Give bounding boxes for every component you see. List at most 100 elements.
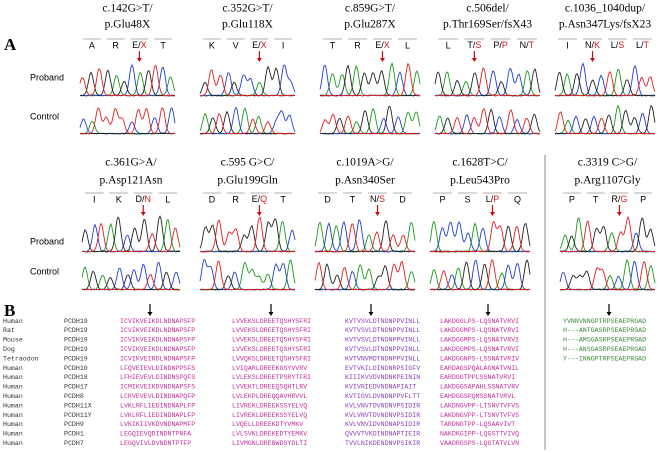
- mutation-title: c.1036_1040dup/: [565, 3, 646, 15]
- residue: R: [112, 40, 119, 50]
- trace: [81, 215, 181, 253]
- species: Human: [3, 374, 23, 381]
- sequence: KVTVSVLDTNDNPPVINLL: [345, 346, 420, 353]
- sequence: LAKDGGMPS-LQSNATVRVI: [440, 337, 519, 344]
- sequence: LAKDGGNPS-LSSNATVRIV: [440, 355, 519, 362]
- species: Human: [3, 412, 23, 419]
- mutation-title: c.3319 C>G/: [578, 157, 638, 169]
- species: Human: [3, 393, 23, 400]
- mutation-title: c.1628T>C/: [452, 157, 508, 169]
- mutation-title: c.1019A>G/: [336, 157, 394, 169]
- sequence: LFHIEVEVLDINDNSPQFS: [120, 374, 195, 381]
- row-label: Proband: [30, 236, 64, 246]
- sequence: YVNNVNNGPTRPSEAEPRGAD: [563, 318, 646, 325]
- residue: P/P: [493, 40, 508, 50]
- gene: PCDH19: [64, 327, 88, 334]
- residue: E/X: [132, 40, 147, 50]
- sequence: LVVEKSLDREETQSHYSFRI: [232, 346, 311, 353]
- residue: I: [93, 194, 96, 204]
- gene: PCDH18: [64, 374, 88, 381]
- gene: PCDH9: [64, 421, 84, 428]
- species: Human: [3, 384, 23, 391]
- residue-part: T/: [467, 40, 475, 50]
- sequence: LEGQVIVLDVNDNTPTFP: [120, 440, 191, 447]
- mutation-title: p.Arg1107Gly: [574, 175, 640, 187]
- gene: PCDH10: [64, 365, 88, 372]
- mutation-arrow: [140, 212, 146, 216]
- species: Tetraodon: [3, 355, 39, 362]
- residue: E/X: [375, 40, 390, 50]
- residue: N/S: [370, 194, 385, 204]
- sequence: LVVEKSLDREETQSHYSFRI: [232, 327, 311, 334]
- gene: PCDH19: [64, 346, 88, 353]
- sequence: ICMIKVEIKDVNDNAPSFS: [120, 384, 195, 391]
- residue-part: K: [594, 40, 600, 50]
- sequence: ICVIKVEIKDLNDNAPSFP: [120, 327, 195, 334]
- panel-label: B: [4, 301, 15, 320]
- sequence: LAKDGGLPS-LQSNATVRVI: [440, 318, 519, 325]
- sequence: LIVREKLDREEKSSYELVQ: [232, 402, 307, 409]
- trace: [559, 260, 656, 291]
- sequence: LAKDNGVPP-LTSNVTVFVS: [440, 402, 519, 409]
- gene: PCDH8: [64, 393, 84, 400]
- mutation-title: p.Glu287X: [344, 19, 396, 31]
- sequence: LVVEKTLDREEQSQHTLRV: [232, 384, 307, 391]
- residue: T: [593, 194, 599, 204]
- trace: [319, 116, 421, 135]
- residue: T: [160, 40, 166, 50]
- residue: N/K: [585, 40, 600, 50]
- residue: I: [566, 40, 569, 50]
- gene: PCDH7: [64, 440, 84, 447]
- trace: [79, 132, 175, 135]
- residue-part: E/: [132, 40, 141, 50]
- sequence: KVLVNVTDVNDNVPSIDIR: [345, 412, 420, 419]
- residue: P: [439, 194, 445, 204]
- sequence: LVKLRFLIEDINDNAPLFP: [120, 412, 195, 419]
- residue: D: [324, 194, 331, 204]
- sequence: KVLVNVTDVNDNVPSIDIR: [345, 402, 420, 409]
- sequence: LIVMGNLDREBWDSYDLTI: [232, 440, 307, 447]
- residue: V: [233, 40, 239, 50]
- sequence: KVIVRIEDVNDNAPIAIT: [345, 384, 416, 391]
- trace: [429, 259, 531, 291]
- sequence: H---ANSGASRPSEAEPRGAD: [563, 346, 646, 353]
- residue-part: P: [493, 194, 499, 204]
- residue-part: Q: [260, 194, 267, 204]
- trace: [199, 106, 296, 135]
- sequence: KVTIGVLDVNDNPPVFLTT: [345, 393, 420, 400]
- species: Human: [3, 318, 23, 325]
- residue-part: N/: [520, 40, 529, 50]
- sequence: LVVEKSLDREETQSHYSFRI: [232, 337, 311, 344]
- sequence: EVTVKILDINDNRPSIGFV: [345, 365, 420, 372]
- gene: PCDH19: [64, 318, 88, 325]
- sequence: Y---INNGPTRPSEAEPRGAD: [563, 355, 646, 362]
- residue: T: [280, 194, 286, 204]
- trace: [314, 260, 416, 291]
- sequence: KVTVSVLDTNDNPPVINLL: [345, 337, 420, 344]
- residue-part: T: [529, 40, 535, 50]
- row-label: Control: [30, 266, 59, 276]
- sequence: LCRVEVEVLDINDNAPQFP: [120, 393, 195, 400]
- residue-part: X: [384, 40, 390, 50]
- sequence: LVKLRFLIEDINDNAPLFP: [120, 402, 195, 409]
- mutation-title: p.Glu48X: [105, 19, 151, 31]
- trace: [81, 273, 181, 291]
- trace: [434, 67, 541, 97]
- sequence: ICVIKVEIKDLNDNAPSFP: [120, 318, 195, 325]
- species: Human: [3, 440, 23, 447]
- gene: PCDH1: [64, 431, 84, 438]
- sequence: LAKDGGMPS-LQSNATVRVI: [440, 327, 519, 334]
- species: Dog: [3, 346, 15, 353]
- mutation-title: c.361G>A/: [105, 157, 157, 169]
- trace: [199, 259, 296, 291]
- mutation-title: p.Glu199Gln: [217, 175, 278, 187]
- trace: [554, 70, 656, 97]
- trace: [554, 111, 656, 135]
- trace: [429, 258, 531, 291]
- residue-part: X: [261, 40, 267, 50]
- mutation-title: c.506del/: [466, 3, 509, 15]
- residue: K: [116, 194, 122, 204]
- residue-part: E/: [252, 194, 261, 204]
- trace: [199, 216, 296, 253]
- residue-part: N/: [370, 194, 379, 204]
